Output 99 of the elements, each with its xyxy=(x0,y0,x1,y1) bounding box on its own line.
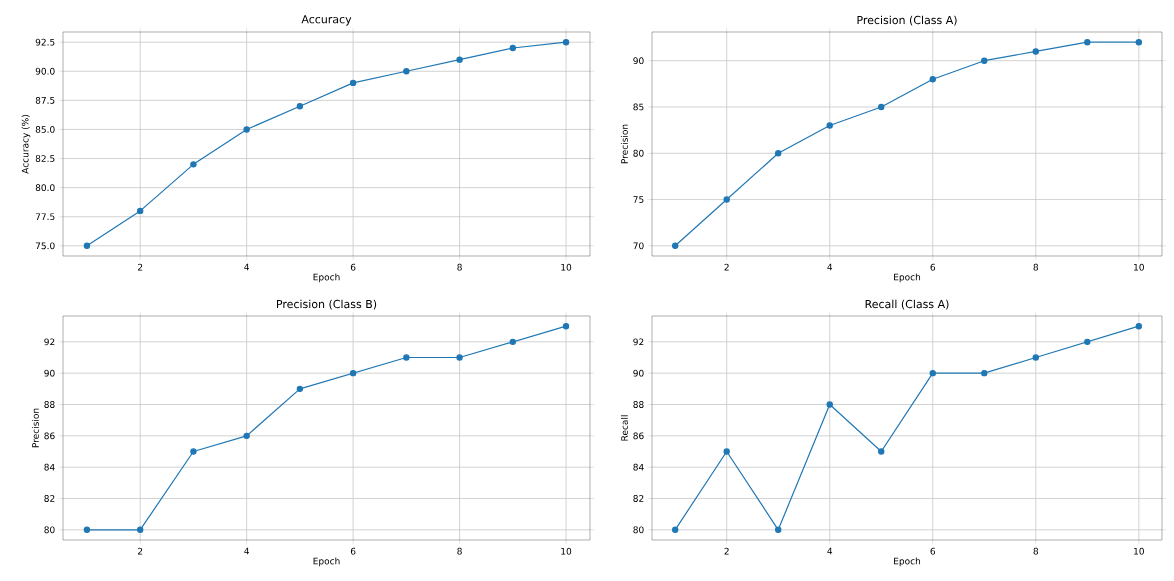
x-tick-label: 4 xyxy=(827,547,833,555)
point xyxy=(190,448,197,455)
point xyxy=(83,242,91,250)
point xyxy=(403,354,410,361)
point xyxy=(456,354,463,361)
chart-title: Accuracy xyxy=(301,15,352,26)
point xyxy=(456,56,463,63)
y-tick-label: 92.5 xyxy=(35,38,55,46)
y-tick-label: 85 xyxy=(633,103,644,111)
y-tick-label: 82 xyxy=(633,495,644,502)
point xyxy=(1135,322,1143,330)
y-tick-label: 75 xyxy=(633,196,644,203)
x-tick-label: 4 xyxy=(244,263,250,271)
y-tick-label: 84 xyxy=(44,463,55,471)
point xyxy=(1032,48,1039,55)
point xyxy=(136,526,144,534)
point xyxy=(671,526,679,534)
x-tick-label: 8 xyxy=(457,547,462,555)
x-axis-title: Epoch xyxy=(313,273,340,283)
point xyxy=(243,126,250,133)
y-tick-label: 86 xyxy=(44,432,55,440)
point xyxy=(562,322,570,330)
x-tick-label: 10 xyxy=(561,547,572,555)
y-tick-label: 87.5 xyxy=(35,96,55,104)
point xyxy=(136,207,144,215)
y-tick-label: 80 xyxy=(633,526,644,534)
x-tick-label: 10 xyxy=(1134,547,1144,555)
chart-title: Recall (Class A) xyxy=(865,299,949,310)
x-tick-label: 4 xyxy=(244,547,250,555)
y-tick-label: 90.0 xyxy=(35,67,55,75)
x-tick-label: 8 xyxy=(1033,547,1039,555)
y-axis-title: Accuracy (%) xyxy=(21,115,31,174)
point xyxy=(296,385,304,393)
point xyxy=(190,161,197,168)
x-tick-label: 2 xyxy=(724,263,729,271)
point xyxy=(243,432,250,440)
y-axis-title: Recall xyxy=(620,415,628,441)
y-tick-label: 85.0 xyxy=(35,126,55,133)
x-axis-title: Epoch xyxy=(894,273,921,283)
chart-title: Precision (Class A) xyxy=(857,15,957,26)
y-tick-label: 80 xyxy=(633,149,644,157)
point xyxy=(826,122,833,129)
y-tick-label: 80.0 xyxy=(35,184,55,192)
point xyxy=(826,401,833,408)
point xyxy=(878,448,885,455)
chart-title: Precision (Class B) xyxy=(277,299,377,310)
point xyxy=(981,369,988,377)
y-tick-label: 82 xyxy=(44,495,55,502)
x-tick-label: 8 xyxy=(1033,263,1039,271)
point xyxy=(981,57,988,64)
point xyxy=(929,369,936,377)
y-tick-label: 86 xyxy=(633,432,644,440)
y-tick-label: 80 xyxy=(44,526,55,534)
x-tick-label: 6 xyxy=(350,547,356,555)
y-tick-label: 92 xyxy=(44,338,55,346)
x-tick-label: 2 xyxy=(137,263,143,271)
point xyxy=(403,68,410,75)
y-tick-label: 90 xyxy=(633,57,644,65)
point xyxy=(775,526,782,534)
point xyxy=(878,103,885,111)
point xyxy=(349,79,357,87)
y-tick-label: 75.0 xyxy=(35,242,55,250)
point xyxy=(723,196,730,203)
x-axis-title: Epoch xyxy=(894,557,921,567)
x-tick-label: 8 xyxy=(457,263,462,271)
x-tick-label: 4 xyxy=(827,263,833,271)
y-tick-label: 70 xyxy=(633,242,644,250)
y-tick-label: 90 xyxy=(633,369,644,377)
x-tick-label: 10 xyxy=(561,263,572,271)
point xyxy=(509,44,517,52)
point xyxy=(671,242,679,250)
point xyxy=(775,150,782,157)
point xyxy=(349,369,357,377)
x-axis-title: Epoch xyxy=(313,557,340,567)
y-axis-title: Precision xyxy=(31,408,39,448)
y-tick-label: 77.5 xyxy=(35,213,55,221)
x-tick-label: 6 xyxy=(930,547,936,555)
point xyxy=(509,338,517,346)
x-tick-label: 2 xyxy=(137,547,143,555)
point xyxy=(723,448,730,455)
x-tick-label: 6 xyxy=(350,263,356,271)
point xyxy=(1032,354,1039,361)
point xyxy=(1084,38,1091,46)
point xyxy=(1084,338,1091,346)
point xyxy=(83,526,91,534)
point xyxy=(296,102,304,110)
point xyxy=(1135,38,1143,46)
y-tick-label: 92 xyxy=(633,338,644,346)
y-tick-label: 84 xyxy=(633,463,644,471)
y-tick-label: 90 xyxy=(44,369,55,377)
x-tick-label: 2 xyxy=(724,547,729,555)
point xyxy=(562,38,570,46)
y-tick-label: 82.5 xyxy=(35,155,55,162)
y-tick-label: 88 xyxy=(633,401,644,408)
y-axis-title: Precision xyxy=(620,124,628,164)
y-tick-label: 88 xyxy=(44,401,55,408)
point xyxy=(929,76,936,83)
x-tick-label: 10 xyxy=(1134,263,1144,271)
x-tick-label: 6 xyxy=(930,263,936,271)
